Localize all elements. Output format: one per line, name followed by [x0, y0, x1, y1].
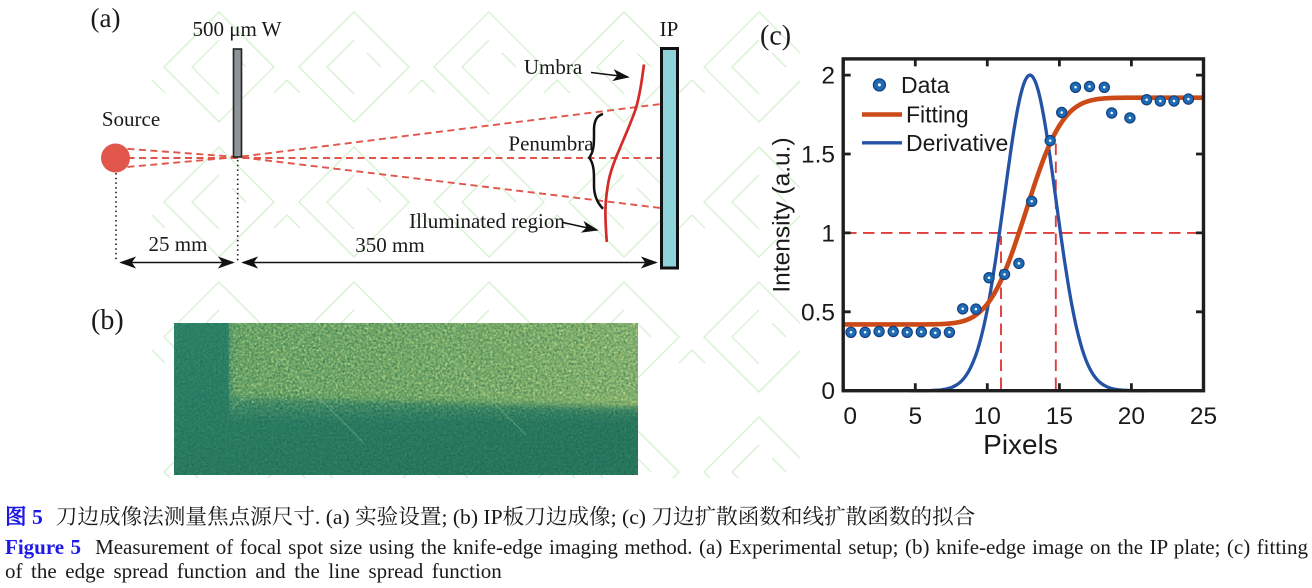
svg-text:0: 0	[821, 378, 835, 405]
svg-text:Fitting: Fitting	[906, 102, 969, 128]
svg-text:IP: IP	[660, 17, 679, 41]
svg-text:350 mm: 350 mm	[355, 233, 424, 257]
svg-text:0.5: 0.5	[801, 299, 835, 326]
svg-text:1: 1	[821, 220, 835, 247]
svg-text:0: 0	[843, 403, 857, 430]
svg-text:2: 2	[821, 63, 835, 90]
svg-text:1.5: 1.5	[801, 142, 835, 169]
svg-text:25 mm: 25 mm	[149, 232, 208, 256]
svg-text:15: 15	[1046, 403, 1073, 430]
svg-text:Source: Source	[102, 107, 160, 131]
svg-text:Data: Data	[901, 72, 950, 98]
svg-text:Pixels: Pixels	[983, 429, 1058, 460]
svg-text:Penumbra: Penumbra	[508, 132, 594, 156]
svg-text:(c): (c)	[760, 21, 791, 52]
svg-text:Intensity (a.u.): Intensity (a.u.)	[769, 137, 796, 292]
svg-text:20: 20	[1118, 403, 1145, 430]
svg-text:(a): (a)	[91, 3, 121, 33]
svg-text:10: 10	[974, 403, 1001, 430]
svg-text:Derivative: Derivative	[906, 130, 1008, 156]
svg-text:500 μm W: 500 μm W	[192, 17, 281, 41]
svg-text:Illuminated region: Illuminated region	[409, 209, 565, 233]
svg-text:25: 25	[1190, 403, 1217, 430]
svg-text:5: 5	[908, 403, 922, 430]
svg-text:Umbra: Umbra	[524, 55, 583, 79]
